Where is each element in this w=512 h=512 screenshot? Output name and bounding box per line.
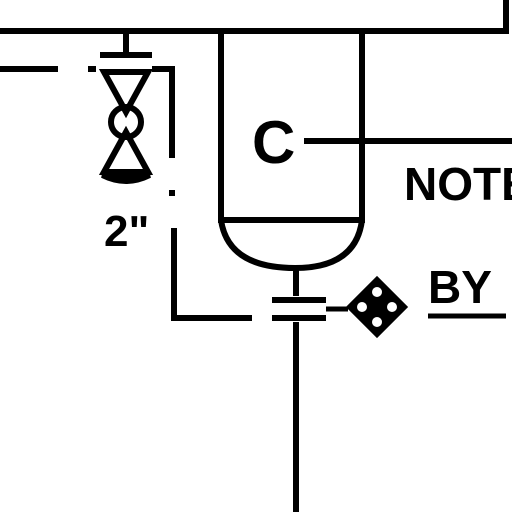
top-pipe-line	[0, 0, 509, 34]
flange-icon	[272, 297, 326, 321]
vessel-letter: C	[252, 109, 295, 176]
valve-size-label: 2"	[104, 207, 149, 256]
instrument-diamond-icon	[345, 275, 409, 339]
note-label: NOTE	[404, 158, 512, 210]
bypass-line-lower	[171, 228, 252, 321]
globe-valve-icon	[98, 69, 154, 184]
bypass-line-upper	[152, 66, 175, 158]
by-label: BY	[428, 261, 492, 313]
